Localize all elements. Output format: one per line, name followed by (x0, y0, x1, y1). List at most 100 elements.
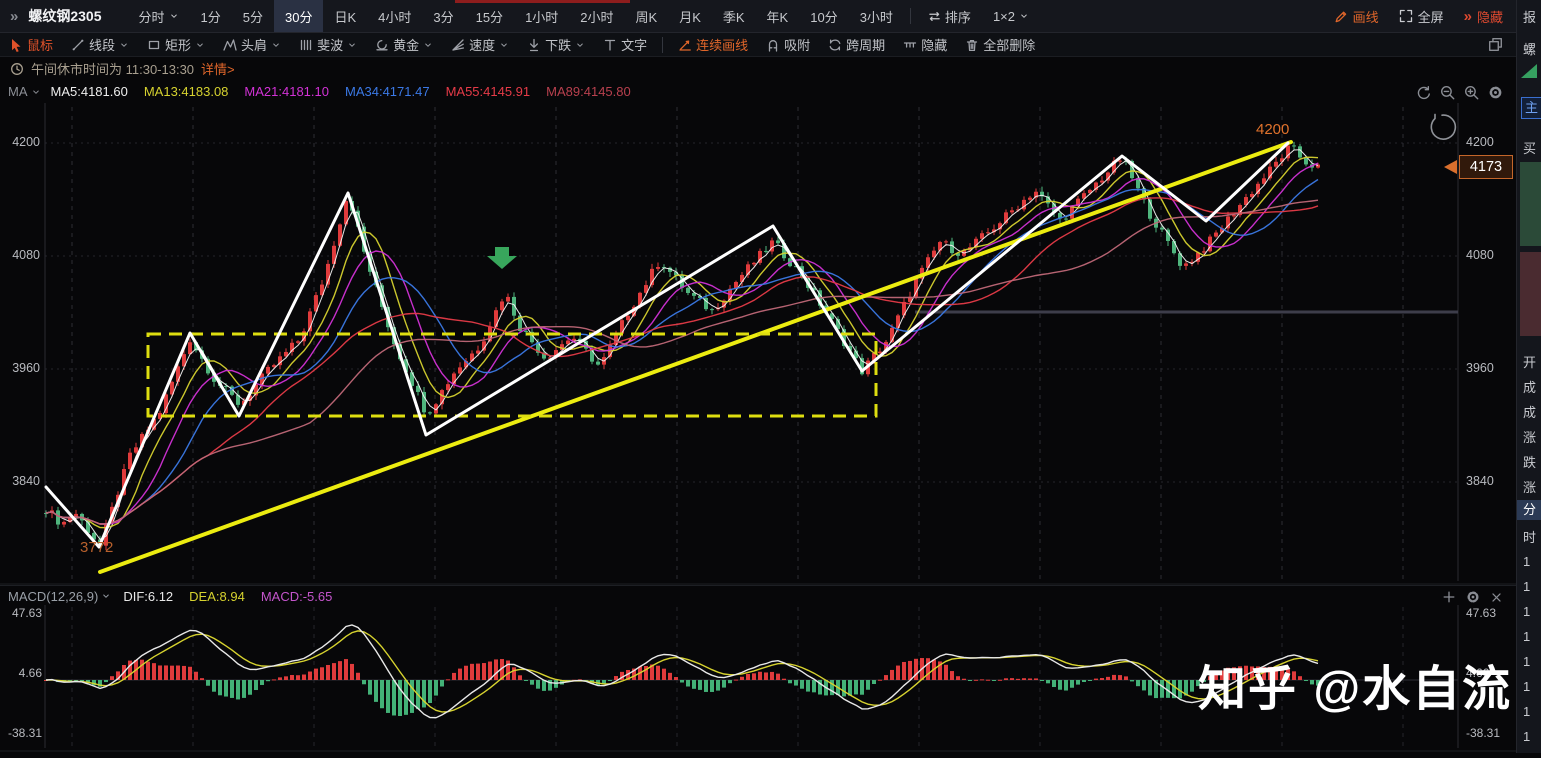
tool-吸附[interactable]: 吸附 (757, 35, 819, 54)
tab-1分[interactable]: 1分 (200, 9, 221, 25)
quote-panel-strip[interactable]: 报螺主买开成成涨跌涨分时 1 1 1 1 1 1 1 1 (1516, 0, 1541, 753)
symbol-name[interactable]: 螺纹钢2305 (28, 8, 102, 24)
chevron-down-icon (501, 43, 507, 47)
quote-row[interactable]: 1 (1523, 629, 1531, 644)
hide-button[interactable]: » 隐藏 (1463, 7, 1503, 25)
tab-1小时[interactable]: 1小时 (525, 9, 559, 25)
tab-日K[interactable]: 日K (334, 9, 357, 25)
undo-icon (1417, 85, 1430, 99)
undo-button[interactable] (1416, 83, 1431, 99)
tab-月K[interactable]: 月K (679, 9, 701, 25)
draw-line-button[interactable]: 画线 (1326, 7, 1387, 26)
tool-全部删除[interactable]: 全部删除 (956, 35, 1044, 54)
sort-icon (929, 11, 940, 21)
tab-30分[interactable]: 30分 (273, 0, 324, 32)
tab-15分[interactable]: 15分 (475, 9, 504, 25)
quote-row[interactable]: 跌 (1523, 455, 1537, 470)
text-icon (604, 39, 616, 51)
tool-隐藏[interactable]: 隐藏 (894, 35, 956, 54)
macd-dropdown[interactable]: MACD(12,26,9) (0, 589, 123, 604)
magnet-icon (769, 39, 778, 52)
quote-row[interactable]: 报 (1523, 10, 1537, 25)
tab-5分[interactable]: 5分 (242, 9, 263, 25)
line-icon (72, 39, 84, 50)
tab-周K[interactable]: 周K (635, 9, 658, 25)
macd-canvas[interactable] (0, 605, 1517, 753)
pencil-icon (1335, 11, 1346, 23)
tool-线段[interactable]: 线段 (62, 35, 138, 54)
tool-文字[interactable]: 文字 (594, 35, 656, 54)
tab-3分[interactable]: 3分 (433, 9, 454, 25)
tool-矩形[interactable]: 矩形 (138, 35, 214, 54)
quote-row[interactable]: 时 (1523, 530, 1537, 545)
macd-chart[interactable]: 47.63 47.63 4.66 4.66 -38.31 -38.31 (0, 605, 1517, 753)
quote-row[interactable]: 成 (1523, 380, 1537, 395)
macd-axis-label: 4.66 (1466, 666, 1490, 680)
quote-row[interactable]: 1 (1523, 654, 1531, 669)
ma-value: MA5:4181.60 (50, 84, 128, 99)
price-axis-label: 4080 (12, 248, 40, 262)
tab-2小时[interactable]: 2小时 (580, 9, 614, 25)
reset-zoom-button[interactable] (1425, 111, 1457, 148)
candlestick-chart[interactable]: 4200 3772 4200 4200 4080 4080 3960 3960 3840 384… (0, 103, 1517, 585)
tool-鼠标[interactable]: 鼠标 (0, 35, 62, 54)
quote-row[interactable]: 买 (1523, 141, 1537, 156)
quote-row[interactable]: 1 (1523, 579, 1531, 594)
macd-value: MACD:-5.65 (260, 588, 333, 604)
quote-row[interactable]: 1 (1523, 604, 1531, 619)
notice-text: 午间休市时间为 11:30-13:30 (31, 62, 195, 77)
quote-row[interactable]: 螺 (1523, 42, 1537, 57)
layout-selector[interactable]: 1×2 (982, 0, 1040, 32)
tool-黄金[interactable]: 黄金 (366, 35, 442, 54)
market-notice: 午间休市时间为 11:30-13:30 详情> (0, 57, 1527, 80)
tool-下跌[interactable]: 下跌 (518, 35, 594, 54)
tab-季K[interactable]: 季K (722, 9, 745, 25)
quote-row[interactable]: 涨 (1523, 430, 1537, 445)
tool-斐波[interactable]: 斐波 (290, 35, 366, 54)
macd-settings-button[interactable] (1466, 588, 1480, 604)
rect-icon (148, 40, 160, 49)
tab-3小时[interactable]: 3小时 (859, 9, 893, 25)
notice-detail-link[interactable]: 详情> (201, 62, 235, 77)
window-restore-button[interactable] (1488, 36, 1503, 54)
plus-icon (1443, 591, 1455, 603)
quote-row[interactable]: 1 (1523, 554, 1531, 569)
quote-row[interactable]: 涨 (1523, 480, 1537, 495)
sort-button[interactable]: 排序 (917, 0, 982, 32)
zoom-out-button[interactable] (1440, 83, 1455, 99)
macd-values: DIF:6.12 DEA:8.94 MACD:-5.65 (123, 589, 348, 604)
chevron-down-icon (1021, 14, 1027, 18)
tab-年K[interactable]: 年K (766, 9, 789, 25)
tool-连续画线[interactable]: 连续画线 (669, 35, 757, 54)
zoom-in-button[interactable] (1464, 83, 1479, 99)
tab-10分[interactable]: 10分 (810, 9, 838, 25)
quote-row[interactable]: 成 (1523, 405, 1537, 420)
tab-分时[interactable]: 分时 (128, 0, 190, 32)
fullscreen-button[interactable]: 全屏 (1391, 7, 1452, 26)
quote-row[interactable]: 1 (1523, 704, 1531, 719)
tab-4小时[interactable]: 4小时 (378, 9, 412, 25)
candlestick-canvas[interactable]: 4200 3772 (0, 103, 1517, 585)
add-indicator-button[interactable] (1442, 588, 1456, 604)
speed-icon (452, 38, 465, 51)
tool-跨周期[interactable]: 跨周期 (819, 35, 894, 54)
drawing-tools: 鼠标 线段 矩形 头肩 斐波 黄金 速度 下跌 文字 连续画线 吸附 跨周期 隐藏 全部删除 (0, 35, 1044, 54)
macd-axis-label: -38.31 (1466, 726, 1501, 740)
quote-row[interactable]: 开 (1523, 355, 1537, 370)
close-indicator-button[interactable] (1490, 588, 1503, 603)
tool-头肩[interactable]: 头肩 (214, 35, 290, 54)
expand-icon (1399, 9, 1412, 23)
zigzag-icon (223, 38, 237, 51)
price-axis-label: 3840 (12, 474, 40, 488)
settings-button[interactable] (1488, 83, 1503, 99)
chevron-down-icon (32, 90, 39, 94)
divider (909, 8, 911, 24)
tool-速度[interactable]: 速度 (442, 35, 518, 54)
quote-row[interactable]: 1 (1523, 729, 1531, 744)
quote-tab[interactable]: 主 (1521, 97, 1541, 119)
quote-row[interactable]: 分 (1517, 500, 1541, 520)
quote-row[interactable]: 1 (1523, 679, 1531, 694)
macd-axis-label: 47.63 (11, 606, 42, 620)
ma-dropdown[interactable]: MA (0, 84, 51, 99)
collapse-panel-icon[interactable]: » (10, 7, 19, 25)
